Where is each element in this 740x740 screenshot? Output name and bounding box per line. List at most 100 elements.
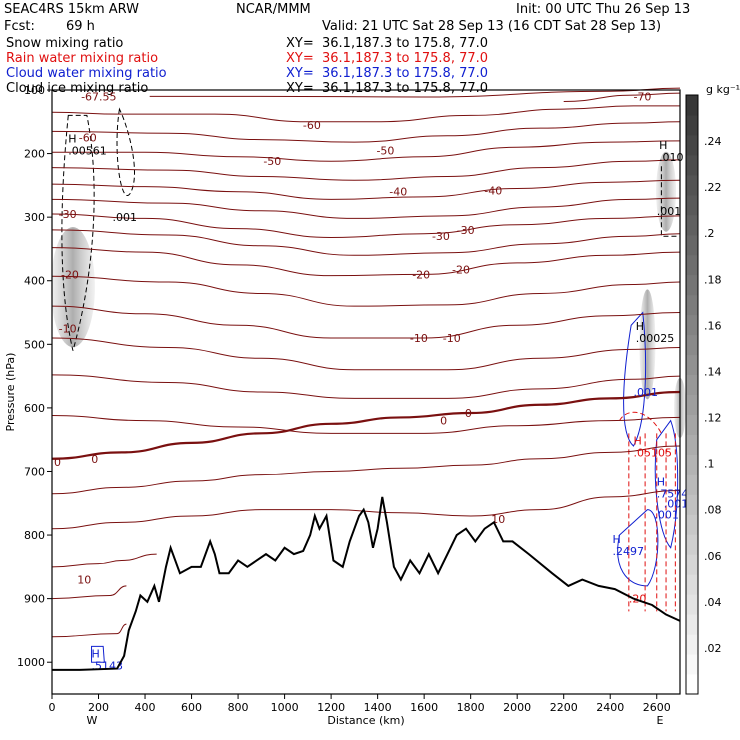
isotherm-extra-label-2: -40: [484, 184, 502, 197]
x-tick-label-9: 1800: [457, 701, 485, 714]
x-axis-ticks: 0 200 400 600 800 1000 1200 1400 1600 1800 2000 220…: [49, 694, 671, 714]
maximum-marker-9: H: [613, 533, 621, 546]
colorbar-step-16: [686, 354, 698, 376]
isotherm-label-7: -10: [443, 332, 461, 345]
maximum-marker-2: H: [659, 139, 667, 152]
isotherm-extra-label-10: 0: [440, 415, 447, 428]
isotherm-minor-2: [51, 197, 681, 219]
y-tick-label-3: 700: [24, 465, 45, 478]
maximum-value-4: .00025: [636, 332, 675, 345]
colorbar-step-3: [686, 614, 698, 635]
isotherm-extra-label-12: 10: [491, 513, 505, 526]
x-tick-label-5: 1000: [271, 701, 299, 714]
y-tick-label-4: 600: [24, 402, 45, 415]
maximum-value-8: .001: [654, 509, 679, 522]
isotherm-label-0: -67.55: [81, 90, 116, 103]
isotherm-extra-label-8: -10: [59, 322, 77, 335]
isotherm-extra-label-9: 0: [54, 456, 61, 469]
isotherm-7: [51, 305, 681, 339]
colorbar-step-18: [686, 314, 698, 336]
colorbar-step-2: [686, 634, 698, 655]
x-tick-label-12: 2400: [596, 701, 624, 714]
colorbar-step-5: [686, 574, 698, 595]
x-tick-label-10: 2000: [503, 701, 531, 714]
isotherm-minor-12: [51, 623, 127, 638]
snow-contour-east: [660, 166, 680, 237]
isotherm-minor-9: [51, 490, 681, 530]
colorbar-step-21: [686, 254, 698, 276]
x-tick-label-2: 400: [135, 701, 156, 714]
field-cloud-ice-name: Cloud ice mixing ratio: [6, 81, 149, 96]
maximum-marker-10: H: [92, 647, 100, 660]
field-cloud-water-xy: XY= 36.1,187.3 to 175.8, 77.0: [286, 66, 489, 81]
x-tick-label-1: 200: [88, 701, 109, 714]
isotherm-extra-label-4: -30: [59, 208, 77, 221]
shading-blob-1: [656, 151, 677, 232]
isotherm-label-6: -20: [452, 263, 470, 276]
maximum-value-0: .00561: [68, 144, 107, 157]
maximum-value-6: .05105: [633, 446, 672, 459]
isotherm-label-5: -30: [457, 224, 475, 237]
isotherm-minor-0: [51, 121, 681, 143]
colorbar-tick-8: .18: [704, 273, 722, 286]
colorbar-step-19: [686, 294, 698, 316]
colorbar-step-13: [686, 414, 698, 435]
x-tick-label-11: 2200: [550, 701, 578, 714]
maxima-labels: H.00561.001H.010.001H.00025.001H.05105H.…: [68, 132, 688, 672]
colorbar-unit: g kg⁻¹: [706, 83, 740, 96]
fcst-label: Fcst:: [4, 19, 35, 34]
isotherm-8: [51, 390, 681, 460]
y-tick-label-9: 100: [24, 84, 45, 97]
isotherm-minor-4: [51, 275, 681, 307]
fcst-value: 69 h: [66, 19, 95, 34]
x-tick-label-3: 600: [181, 701, 202, 714]
y-tick-label-5: 500: [24, 338, 45, 351]
field-snow-xy: XY= 36.1,187.3 to 175.8, 77.0: [286, 36, 489, 51]
isotherm-4: [51, 179, 681, 200]
y-tick-label-7: 300: [24, 211, 45, 224]
colorbar-step-27: [686, 134, 698, 156]
model-title: SEAC4RS 15km ARW: [4, 2, 140, 17]
snow-contour-west: [61, 114, 95, 353]
terrain-profile: [52, 496, 681, 671]
isotherm-minor-7: [51, 415, 681, 434]
maximum-marker-6: H: [633, 434, 641, 447]
colorbar-step-4: [686, 594, 698, 615]
isotherm-label-2: -60: [79, 132, 97, 145]
isotherm-label-3: -50: [376, 144, 394, 157]
init-time: Init: 00 UTC Thu 26 Sep 13: [516, 2, 691, 17]
colorbar: .02 .04 .06 .08 .1 .12 .14 .16 .18 .2 .22 .24: [685, 94, 722, 695]
isotherm-label-1: -70: [633, 90, 651, 103]
isotherm-extra-label-7: -10: [410, 332, 428, 345]
colorbar-tick-6: .14: [704, 365, 722, 378]
snow-contour-west-2: [116, 107, 135, 196]
org-label: NCAR/MMM: [236, 2, 311, 17]
x-tick-label-7: 1400: [364, 701, 392, 714]
maximum-value-11: .001: [664, 497, 689, 510]
colorbar-step-11: [686, 454, 698, 475]
field-snow-name: Snow mixing ratio: [6, 36, 124, 51]
isotherm-extra-label-5: -20: [412, 268, 430, 281]
colorbar-step-26: [686, 154, 698, 176]
plot-frame: [51, 89, 681, 695]
colorbar-step-1: [686, 654, 698, 675]
isotherm-label-4: -40: [389, 186, 407, 199]
isotherm-0: [149, 87, 681, 98]
isotherm-2: [51, 105, 680, 123]
colorbar-tick-7: .16: [704, 319, 722, 332]
mixing-ratio-shading: [50, 107, 686, 663]
y-tick-label-8: 200: [24, 148, 45, 161]
y-tick-label-0: 1000: [17, 656, 45, 669]
colorbar-step-28: [686, 114, 698, 136]
colorbar-step-6: [686, 554, 698, 575]
maximum-marker-4: H: [636, 320, 644, 333]
x-tick-label-8: 1600: [410, 701, 438, 714]
maximum-value-9: .2497: [613, 545, 645, 558]
isotherm-5: [51, 213, 681, 239]
colorbar-tick-9: .2: [704, 227, 715, 240]
colorbar-step-10: [686, 474, 698, 495]
colorbar-step-17: [686, 334, 698, 356]
isotherm-minor-11: [51, 585, 127, 600]
y-axis-ticks: 1000 900 800 700 600 500 400 300 200 100: [17, 84, 52, 669]
